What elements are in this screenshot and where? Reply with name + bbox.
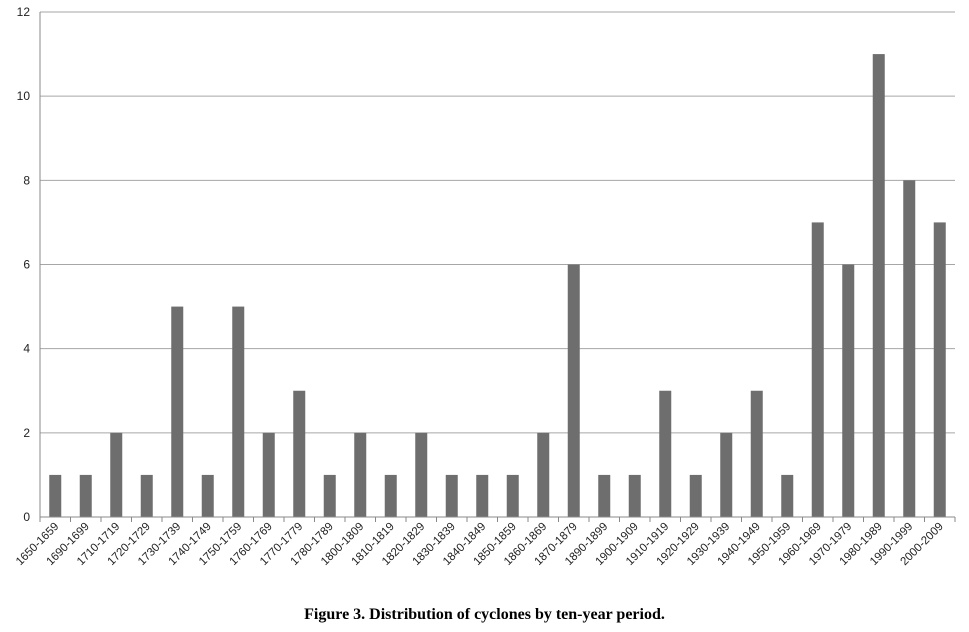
bar [293,390,306,517]
bar [872,54,885,517]
y-tick-label: 0 [23,510,30,524]
bar [903,180,916,518]
bar [811,222,824,517]
gridlines [40,11,955,434]
bar [476,474,489,517]
bar [445,474,458,517]
bar [506,474,519,517]
bar [598,474,611,517]
bar [537,432,550,517]
bar [262,432,275,517]
bar [933,222,946,517]
x-axis-ticks: 1650-16591690-16991710-17191720-17291730… [14,521,946,568]
bar [110,432,123,517]
y-tick-label: 4 [23,342,30,356]
bar [323,474,336,517]
bar [842,264,855,517]
y-tick-label: 6 [23,258,30,272]
y-tick-label: 2 [23,426,30,440]
bar [171,306,184,517]
bar [140,474,153,517]
bar [781,474,794,517]
bar [49,474,62,517]
bar [415,432,428,517]
bar [720,432,733,517]
bar [628,474,641,517]
bars [49,54,946,518]
bar [659,390,672,517]
bar [201,474,214,517]
bar [384,474,397,517]
x-axis [39,12,956,522]
bar [232,306,245,517]
bar [354,432,367,517]
bar-chart: 0 2 4 6 8 10 12 1650-16591690-16991710-1719172… [14,5,956,568]
y-tick-label: 10 [17,89,31,103]
bar [567,264,580,517]
bar [750,390,763,517]
bar [79,474,92,517]
y-axis-ticks: 0 2 4 6 8 10 12 [17,5,31,524]
y-tick-label: 12 [17,5,31,19]
bar [689,474,702,517]
figure-caption: Figure 3. Distribution of cyclones by te… [304,606,665,623]
y-tick-label: 8 [23,173,30,187]
